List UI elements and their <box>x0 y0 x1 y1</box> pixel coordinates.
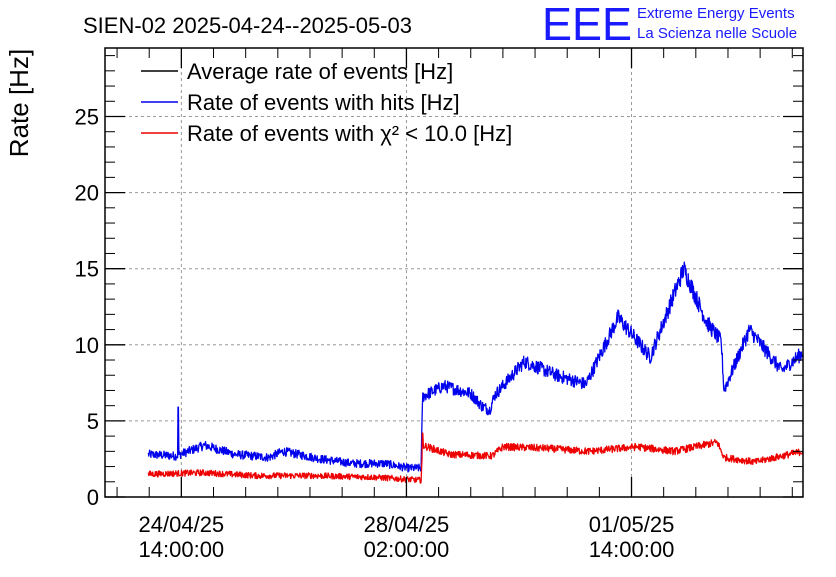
x-tick-label-date-0: 24/04/25 <box>139 512 225 537</box>
eee-logo-line1: Extreme Energy Events <box>637 5 795 22</box>
plot-frame <box>104 47 804 498</box>
plot-area <box>147 261 804 484</box>
legend-label-0: Average rate of events [Hz] <box>187 59 453 84</box>
x-tick-label-time-1: 02:00:00 <box>364 537 450 562</box>
y-tick-label-1: 5 <box>87 409 99 434</box>
y-tick-label-3: 15 <box>75 257 99 282</box>
eee-logo-line2: La Scienza nelle Scuole <box>637 25 797 42</box>
grid <box>105 48 803 497</box>
series-line-2 <box>147 432 804 484</box>
y-tick-label-5: 25 <box>75 104 99 129</box>
eee-logo-mark: EEE <box>542 0 632 50</box>
y-tick-label-4: 20 <box>75 181 99 206</box>
y-tick-label-2: 10 <box>75 333 99 358</box>
axes: 051015202524/04/2514:00:0028/04/2502:00:… <box>75 47 804 562</box>
legend-label-2: Rate of events with χ² < 10.0 [Hz] <box>187 121 512 146</box>
legend: Average rate of events [Hz] Rate of event… <box>141 59 512 146</box>
legend-label-1: Rate of events with hits [Hz] <box>187 90 460 115</box>
series-line-1 <box>147 261 804 473</box>
x-tick-label-time-2: 14:00:00 <box>589 537 675 562</box>
x-tick-label-date-2: 01/05/25 <box>589 512 675 537</box>
chart-title: SIEN-02 2025-04-24--2025-05-03 <box>83 13 412 38</box>
x-tick-label-time-0: 14:00:00 <box>139 537 225 562</box>
y-tick-label-0: 0 <box>87 485 99 510</box>
y-axis-label: Rate [Hz] <box>4 49 34 157</box>
eee-logo: EEE Extreme Energy Events La Scienza nel… <box>542 0 797 50</box>
x-tick-label-date-1: 28/04/25 <box>364 512 450 537</box>
